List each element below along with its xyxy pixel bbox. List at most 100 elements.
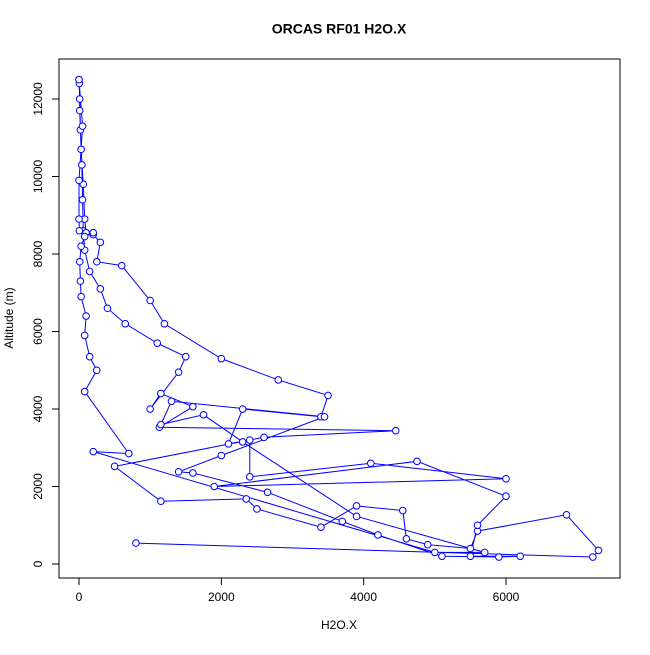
data-point: [167, 397, 176, 406]
data-point: [157, 497, 165, 506]
x-tick-label: 0: [76, 590, 83, 604]
data-point: [77, 242, 85, 251]
data-point: [85, 352, 94, 361]
data-point: [82, 312, 90, 320]
y-tick-label: 10000: [31, 159, 45, 193]
chart-title: ORCAS RF01 H2O.X: [272, 21, 407, 37]
data-point: [75, 95, 84, 103]
data-point: [260, 433, 268, 442]
data-point: [174, 467, 183, 476]
data-point: [399, 506, 407, 515]
data-point: [217, 451, 226, 460]
data-point: [320, 412, 329, 421]
data-point: [189, 469, 197, 477]
data-point: [338, 517, 347, 526]
data-point: [121, 319, 130, 328]
data-point: [253, 505, 261, 513]
x-axis-label: H2O.X: [321, 618, 357, 632]
data-point: [466, 552, 475, 561]
data-point: [77, 145, 85, 154]
data-point: [473, 521, 482, 530]
data-point: [562, 510, 571, 519]
data-point: [589, 553, 597, 561]
data-point: [402, 535, 411, 543]
data-point: [438, 552, 446, 561]
data-point: [75, 75, 83, 84]
data-point: [125, 449, 133, 458]
data-point: [352, 512, 361, 521]
data-point: [96, 285, 105, 293]
y-tick-label: 8000: [31, 240, 45, 267]
data-point: [217, 354, 226, 363]
data-point: [92, 366, 101, 375]
data-point: [117, 261, 126, 270]
data-point: [189, 402, 197, 411]
data-point: [274, 376, 283, 384]
y-tick-label: 6000: [31, 318, 45, 345]
y-tick-label: 4000: [31, 395, 45, 422]
data-point: [224, 440, 233, 448]
y-tick-label: 0: [31, 560, 45, 567]
data-point: [153, 339, 162, 347]
data-point: [78, 161, 86, 169]
data-point: [594, 546, 603, 555]
data-point: [75, 215, 83, 223]
data-point: [245, 436, 254, 444]
data-point: [245, 473, 254, 481]
data-point: [103, 304, 112, 313]
data-point: [157, 389, 165, 398]
data-point: [374, 531, 382, 539]
data-point: [495, 553, 503, 561]
data-point: [317, 523, 325, 531]
data-point: [502, 474, 510, 483]
y-tick-label: 12000: [31, 82, 45, 116]
data-point: [391, 426, 400, 435]
data-point: [77, 292, 85, 301]
data-point: [181, 352, 190, 361]
data-point: [80, 387, 89, 396]
data-point: [366, 459, 375, 468]
data-point: [174, 368, 183, 376]
data-point: [89, 228, 98, 237]
data-point: [146, 296, 154, 305]
data-point: [516, 552, 525, 561]
data-point: [423, 540, 432, 549]
data-point: [132, 539, 140, 547]
data-point: [199, 411, 208, 419]
data-point: [75, 106, 84, 115]
data-point: [75, 176, 83, 185]
data-point: [96, 238, 105, 247]
data-point: [466, 544, 475, 553]
data-point: [324, 391, 332, 400]
data-point: [89, 447, 98, 456]
plot-frame: [58, 58, 621, 579]
data-point: [413, 457, 421, 466]
data-point: [80, 232, 89, 241]
data-point: [78, 195, 87, 204]
x-tick-label: 6000: [493, 590, 520, 604]
data-point: [238, 438, 247, 446]
data-point: [238, 405, 247, 413]
data-point: [157, 420, 165, 429]
data-point: [480, 548, 489, 557]
x-tick-label: 2000: [208, 590, 235, 604]
data-point: [76, 277, 85, 285]
data-point: [146, 405, 154, 413]
data-point: [431, 548, 439, 557]
data-point: [160, 319, 169, 328]
data-point: [92, 257, 101, 266]
data-point: [85, 267, 94, 276]
data-point: [502, 492, 510, 500]
data-point: [242, 495, 251, 503]
data-point: [75, 257, 84, 266]
data-point: [80, 331, 89, 340]
data-point: [210, 482, 219, 491]
data-point: [78, 122, 87, 130]
data-point: [75, 226, 84, 235]
data-point: [110, 462, 119, 471]
y-tick-label: 2000: [31, 473, 45, 500]
y-axis-label: Altitude (m): [2, 287, 16, 348]
data-point: [263, 488, 272, 497]
